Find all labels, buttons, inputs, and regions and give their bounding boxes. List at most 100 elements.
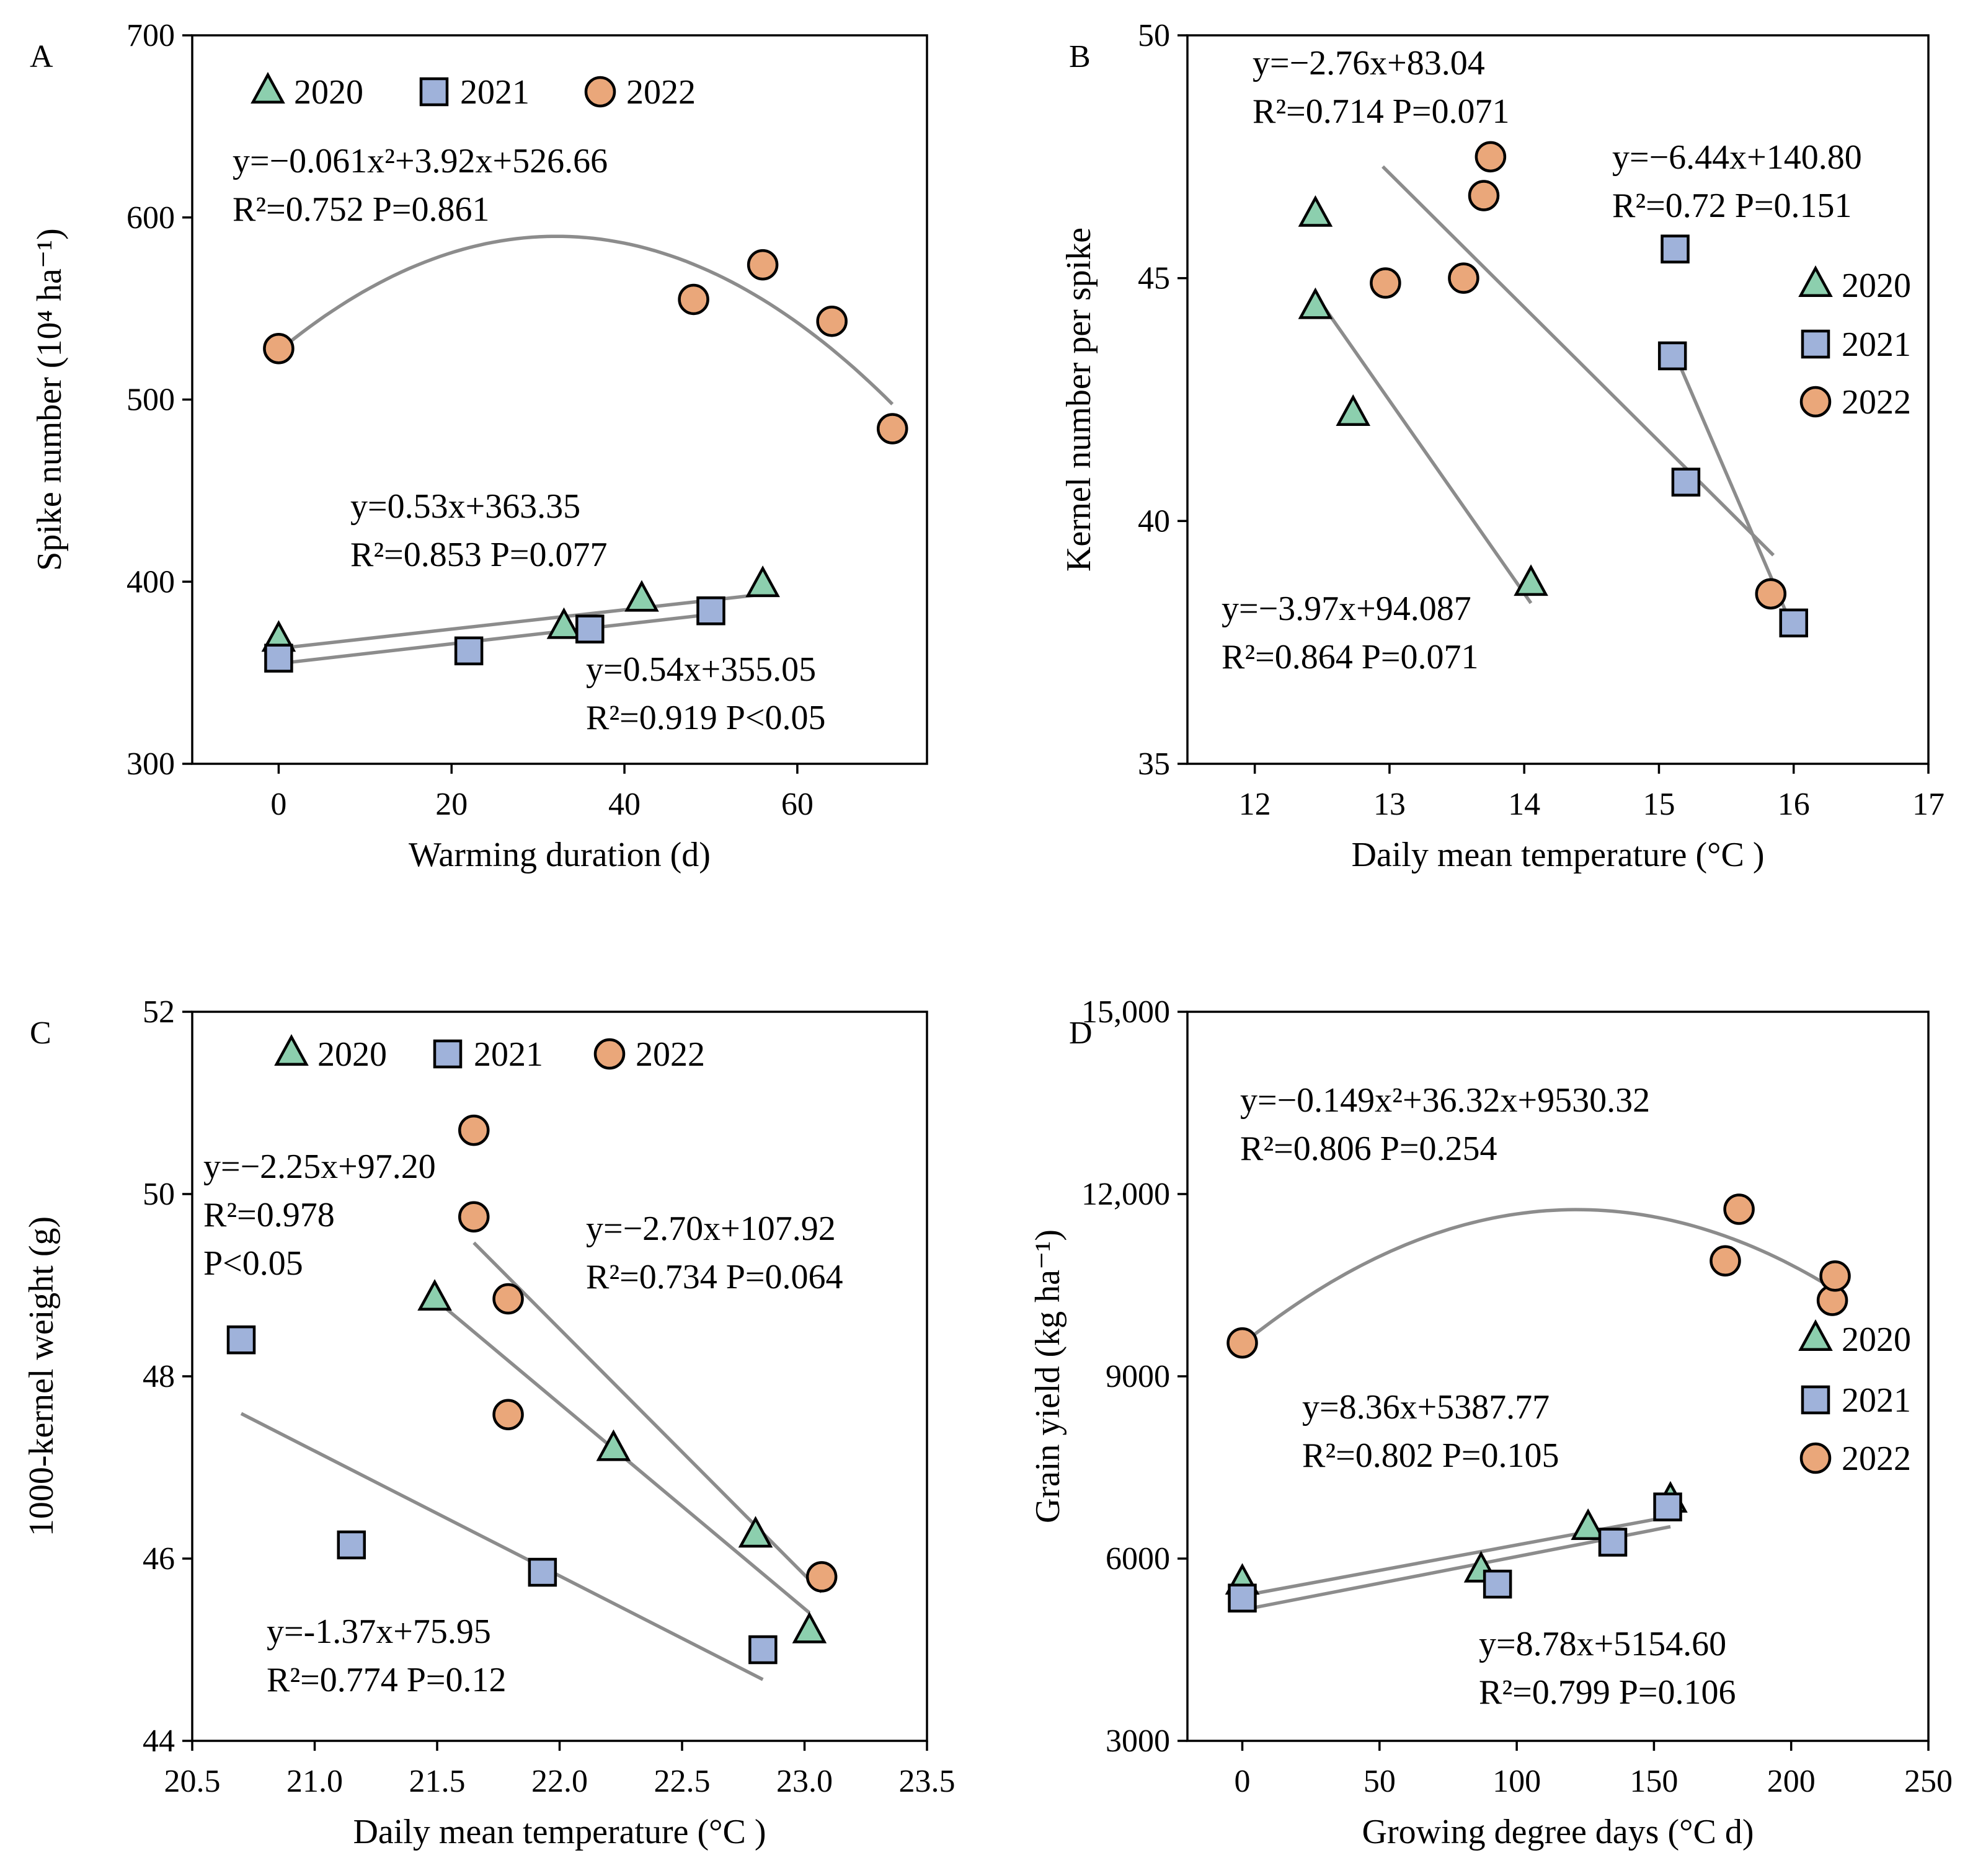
x-tick-label: 23.0 [776,1764,833,1799]
y-axis-label: Spike number (10⁴ ha⁻¹) [30,228,69,571]
equation-text: y=−2.25x+97.20 [203,1148,436,1186]
data-point-2020 [1298,287,1333,319]
x-tick-label: 0 [1235,1764,1251,1799]
equation-text: R²=0.734 P=0.064 [586,1258,843,1296]
y-axis-label: Grain yield (kg ha⁻¹) [1029,1229,1067,1523]
x-tick-label: 15 [1643,787,1675,822]
legend-label-2022: 2022 [626,73,696,112]
x-tick-label: 40 [608,787,641,822]
equation-text: R²=0.806 P=0.254 [1240,1130,1497,1168]
equation-text: R²=0.853 P=0.077 [350,536,607,574]
legend-marker-2021 [433,1039,463,1069]
fit-line-2021 [240,1412,764,1681]
data-point-2021 [1483,1569,1512,1599]
data-point-2022 [1370,267,1401,299]
equation-text: R²=0.799 P=0.106 [1479,1673,1736,1712]
data-point-2022 [1819,1260,1851,1292]
panel-letter: B [1069,39,1091,74]
data-point-2022 [747,249,779,281]
equation-text: R²=0.714 P=0.071 [1253,92,1509,131]
legend-label-2021: 2021 [1842,325,1911,364]
x-tick-label: 14 [1508,787,1540,822]
equation-text: R²=0.72 P=0.151 [1612,187,1852,225]
data-point-2022 [805,1561,838,1593]
y-tick-label: 9000 [1106,1359,1170,1394]
data-point-2020 [738,1516,773,1548]
plot-frame [1186,34,1930,765]
equation-text: y=8.36x+5387.77 [1302,1388,1550,1427]
x-tick-label: 22.0 [531,1764,588,1799]
y-tick-label: 40 [1138,503,1170,539]
panel-letter: D [1069,1015,1093,1051]
equation-text: R²=0.919 P<0.05 [586,699,825,737]
x-tick-label: 250 [1904,1764,1953,1799]
data-point-2021 [1653,1492,1682,1521]
data-point-2022 [263,333,295,365]
data-point-2021 [264,644,293,673]
y-tick-label: 600 [126,200,175,236]
legend-marker-2020 [274,1034,309,1066]
legend-marker-2021 [1801,1385,1830,1415]
equation-text: R²=0.978 [203,1196,335,1234]
y-tick-label: 3000 [1106,1723,1170,1759]
x-tick-label: 20.5 [164,1764,221,1799]
data-point-2022 [1448,262,1479,294]
panel-a: A 300 400 500 600 700 0 20 40 60 Warming duration … [30,18,928,874]
data-point-2022 [1475,141,1507,173]
y-tick-label: 15,000 [1081,994,1170,1030]
equation-text: R²=0.802 P=0.105 [1302,1436,1559,1475]
data-point-2020 [1571,1508,1605,1540]
x-tick-label: 50 [1364,1764,1396,1799]
data-point-2022 [1710,1245,1741,1277]
data-point-2022 [492,1283,524,1315]
legend-marker-2020 [1798,1319,1833,1351]
equation-text: y=−2.70x+107.92 [586,1210,836,1248]
x-tick-label: 60 [781,787,814,822]
legend-label-2022: 2022 [1842,1440,1911,1478]
equation-text: y=8.78x+5154.60 [1479,1625,1726,1663]
data-point-2021 [575,614,605,644]
fit-line-2021 [278,613,711,666]
y-tick-label: 400 [126,564,175,600]
equation-text: y=-1.37x+75.95 [267,1613,491,1651]
data-point-2021 [1671,467,1701,497]
data-point-2022 [1468,180,1500,211]
data-point-2020 [1336,394,1371,426]
legend-label-2020: 2020 [317,1035,387,1074]
y-tick-label: 6000 [1106,1541,1170,1577]
legend-label-2022: 2022 [1842,383,1911,422]
legend-marker-2021 [419,77,449,107]
equation-text: R²=0.752 P=0.861 [233,190,489,229]
legend-label-2021: 2021 [460,73,530,112]
data-point-2022 [492,1399,524,1430]
data-point-2020 [745,565,780,598]
data-point-2022 [816,305,848,337]
y-tick-label: 44 [143,1723,175,1759]
x-tick-label: 20 [435,787,468,822]
x-tick-label: 16 [1778,787,1810,822]
equation-text: y=0.54x+355.05 [586,650,816,689]
legend-marker-2020 [251,72,285,104]
x-tick-label: 21.0 [286,1764,343,1799]
data-point-2022 [876,413,908,445]
data-point-2021 [1779,608,1808,638]
x-axis-label: Daily mean temperature (°C ) [353,1813,766,1851]
y-tick-label: 50 [1138,18,1170,53]
legend-marker-2022 [1799,386,1832,418]
y-tick-label: 35 [1138,746,1170,782]
legend-label-2021: 2021 [1842,1381,1911,1420]
equation-text: R²=0.774 P=0.12 [267,1661,506,1699]
x-tick-label: 23.5 [899,1764,956,1799]
data-point-2021 [748,1635,778,1665]
legend-marker-2020 [1798,265,1833,297]
y-tick-label: 300 [126,746,175,782]
y-axis-label: Kernel number per spike [1060,228,1098,572]
data-point-2022 [1226,1327,1258,1359]
data-point-2021 [1598,1528,1628,1557]
equation-text: y=−0.061x²+3.92x+526.66 [233,142,608,180]
data-point-2021 [1657,341,1687,371]
fit-line-2020 [278,592,763,650]
panel-letter: C [30,1015,51,1051]
y-tick-label: 52 [143,994,175,1030]
data-point-2021 [454,636,484,666]
